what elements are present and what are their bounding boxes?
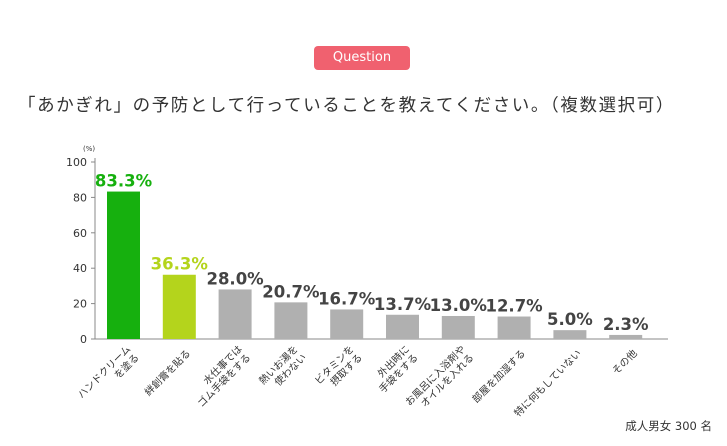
- x-category-text: 部屋を加湿する: [469, 347, 528, 406]
- bar: [497, 316, 531, 339]
- x-category-text: その他: [609, 347, 639, 377]
- bar: [330, 309, 364, 339]
- y-tick-label: 60: [73, 227, 87, 240]
- question-badge: Question: [314, 46, 410, 70]
- bar: [386, 314, 419, 339]
- y-tick-label: 20: [73, 298, 87, 311]
- sample-note: 成人男女 300 名: [625, 419, 712, 433]
- bar-value-label: 28.0%: [206, 269, 264, 288]
- x-category-label: 絆創膏を貼る: [142, 347, 194, 399]
- bar: [218, 289, 252, 339]
- bar: [441, 315, 475, 339]
- bar-value-label: 12.7%: [485, 297, 543, 316]
- question-title: 「あかぎれ」の予防として行っていることを教えてください。（複数選択可）: [18, 96, 675, 116]
- bar: [274, 302, 308, 339]
- bar-value-label: 5.0%: [547, 310, 593, 329]
- bar: [609, 334, 643, 339]
- y-unit-label: (%): [83, 145, 95, 153]
- x-category-text: 絆創膏を貼る: [142, 347, 194, 399]
- bar: [107, 191, 140, 339]
- y-tick-label: 100: [66, 156, 87, 169]
- y-tick-label: 40: [73, 262, 87, 275]
- bar-value-label: 36.3%: [151, 255, 209, 274]
- y-tick-label: 0: [80, 333, 87, 346]
- bar-value-label: 13.0%: [430, 296, 488, 315]
- bar-value-label: 83.3%: [95, 172, 153, 191]
- bar: [553, 330, 587, 339]
- bar: [162, 274, 196, 339]
- x-category-label: その他: [609, 347, 639, 377]
- bar-value-label: 16.7%: [318, 289, 376, 308]
- bar-value-label: 13.7%: [374, 295, 432, 314]
- bar-value-label: 20.7%: [262, 282, 320, 301]
- x-category-label: 部屋を加湿する: [469, 347, 528, 406]
- bar-value-label: 2.3%: [603, 315, 649, 334]
- y-tick-label: 80: [73, 191, 87, 204]
